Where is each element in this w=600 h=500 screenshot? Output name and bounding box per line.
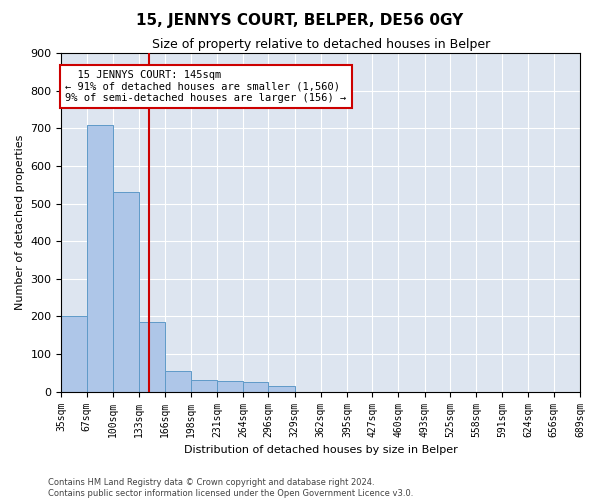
Text: 15, JENNYS COURT, BELPER, DE56 0GY: 15, JENNYS COURT, BELPER, DE56 0GY <box>136 12 464 28</box>
Bar <box>87 124 113 392</box>
Bar <box>191 380 217 392</box>
Title: Size of property relative to detached houses in Belper: Size of property relative to detached ho… <box>152 38 490 51</box>
Bar <box>61 316 87 392</box>
X-axis label: Distribution of detached houses by size in Belper: Distribution of detached houses by size … <box>184 445 458 455</box>
Bar <box>165 371 191 392</box>
Y-axis label: Number of detached properties: Number of detached properties <box>15 134 25 310</box>
Bar <box>268 386 295 392</box>
Text: 15 JENNYS COURT: 145sqm
← 91% of detached houses are smaller (1,560)
9% of semi-: 15 JENNYS COURT: 145sqm ← 91% of detache… <box>65 70 347 103</box>
Bar <box>139 322 165 392</box>
Bar <box>243 382 268 392</box>
Bar <box>217 381 243 392</box>
Text: Contains HM Land Registry data © Crown copyright and database right 2024.
Contai: Contains HM Land Registry data © Crown c… <box>48 478 413 498</box>
Bar <box>113 192 139 392</box>
